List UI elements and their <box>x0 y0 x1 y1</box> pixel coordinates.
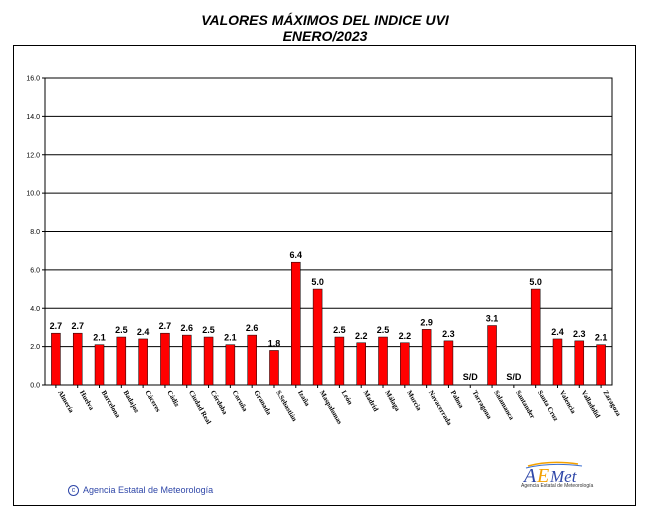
bar <box>291 261 301 386</box>
data-label: 1.8 <box>268 338 281 348</box>
y-tick-label: 16.0 <box>26 76 40 83</box>
y-tick-label: 10.0 <box>26 191 40 198</box>
copyright-icon: c <box>68 485 79 497</box>
bar <box>312 288 323 386</box>
bar <box>356 342 366 386</box>
data-label: 3.1 <box>486 314 499 324</box>
x-tick-label: Palma <box>449 389 466 410</box>
bar <box>160 332 170 386</box>
x-tick-label: Madrid <box>361 389 379 413</box>
y-tick-label: 12.0 <box>26 152 40 159</box>
bar <box>378 336 388 386</box>
x-tick-label: Izaña <box>296 389 312 408</box>
data-label: 5.0 <box>311 277 324 287</box>
copyright-notice: c Agencia Estatal de Meteorología <box>68 485 214 497</box>
data-label: S/D <box>506 372 522 382</box>
data-label: 2.6 <box>246 323 259 333</box>
y-tick-label: 0.0 <box>30 383 40 390</box>
data-label: 2.5 <box>202 325 215 335</box>
x-tick-label: Maspalomas <box>318 389 344 426</box>
bar <box>225 344 236 386</box>
x-tick-label: Tarragona <box>471 389 494 421</box>
y-tick-label: 14.0 <box>26 114 40 121</box>
bar <box>182 334 192 386</box>
data-label: 2.5 <box>377 325 390 335</box>
data-label: 2.5 <box>115 325 128 335</box>
data-label: 2.7 <box>50 321 63 331</box>
x-tick-label: Ciudad Real <box>187 389 213 426</box>
y-tick-label: 6.0 <box>30 267 40 274</box>
x-tick-label: Navacerrada <box>427 389 454 427</box>
bar <box>574 340 585 386</box>
data-label: 2.7 <box>71 321 84 331</box>
x-tick-label: Murcia <box>405 389 423 413</box>
data-label: 2.7 <box>159 321 172 331</box>
data-label: 2.3 <box>442 329 455 339</box>
x-tick-label: Santa Cruz <box>536 389 560 422</box>
x-tick-label: Zaragoza <box>601 389 622 418</box>
x-tick-label: Valencia <box>558 389 578 415</box>
y-tick-label: 8.0 <box>30 229 40 236</box>
x-tick-label: Granada <box>252 389 273 417</box>
data-label: 2.1 <box>224 333 237 343</box>
bar <box>552 338 563 386</box>
x-tick-label: Cáceres <box>143 389 162 414</box>
data-label: S/D <box>463 372 479 382</box>
bar <box>530 288 541 386</box>
y-tick-label: 4.0 <box>30 306 40 313</box>
bar <box>443 340 454 386</box>
logo-subtitle: Agencia Estatal de Meteorología <box>521 483 594 489</box>
x-tick-label: Málaga <box>383 389 401 413</box>
x-tick-label: Coruña <box>231 389 250 413</box>
data-label: 2.2 <box>399 331 412 341</box>
bar <box>596 344 606 386</box>
data-label: 2.2 <box>355 331 368 341</box>
data-label: 2.1 <box>595 333 608 343</box>
x-tick-label: Almería <box>56 389 75 415</box>
bar <box>94 344 105 386</box>
chart-subtitle: ENERO/2023 <box>282 28 368 44</box>
bar <box>116 336 127 386</box>
chart-frame <box>13 45 636 506</box>
x-tick-label: Santander <box>514 389 536 420</box>
x-tick-label: S.Sebastián <box>274 389 298 423</box>
bar <box>138 338 148 386</box>
data-label: 5.0 <box>529 277 542 287</box>
bar <box>203 336 214 386</box>
x-tick-label: Badajoz <box>122 389 141 414</box>
chart-title: VALORES MÁXIMOS DEL INDICE UVI <box>201 12 449 28</box>
x-tick-label: León <box>340 389 355 406</box>
bar <box>51 332 61 386</box>
data-label: 2.5 <box>333 325 346 335</box>
data-label: 6.4 <box>290 250 303 260</box>
svg-text:Met: Met <box>549 467 578 486</box>
x-tick-label: Huelva <box>78 389 96 412</box>
bar <box>269 350 279 386</box>
data-label: 2.1 <box>93 333 106 343</box>
aemet-logo: A E Met <box>522 461 583 487</box>
x-tick-label: Córdoba <box>209 389 229 416</box>
svg-text:A: A <box>522 465 537 487</box>
copyright-text: Agencia Estatal de Meteorología <box>83 485 214 495</box>
y-tick-label: 2.0 <box>30 344 40 351</box>
x-tick-label: Valladolid <box>580 389 602 419</box>
data-label: 2.4 <box>551 327 564 337</box>
data-label: 2.3 <box>573 329 586 339</box>
bar <box>487 325 497 386</box>
svg-text:E: E <box>536 465 549 487</box>
bar <box>400 342 410 386</box>
bar <box>334 336 345 386</box>
bar <box>247 334 257 386</box>
x-tick-label: Cádiz <box>165 389 181 408</box>
data-label: 2.9 <box>420 317 433 327</box>
bar <box>72 332 83 386</box>
data-label: 2.4 <box>137 327 150 337</box>
bar <box>421 329 432 386</box>
data-label: 2.6 <box>180 323 193 333</box>
x-tick-label: Salamanca <box>492 389 516 422</box>
x-tick-label: Barcelona <box>100 389 122 420</box>
